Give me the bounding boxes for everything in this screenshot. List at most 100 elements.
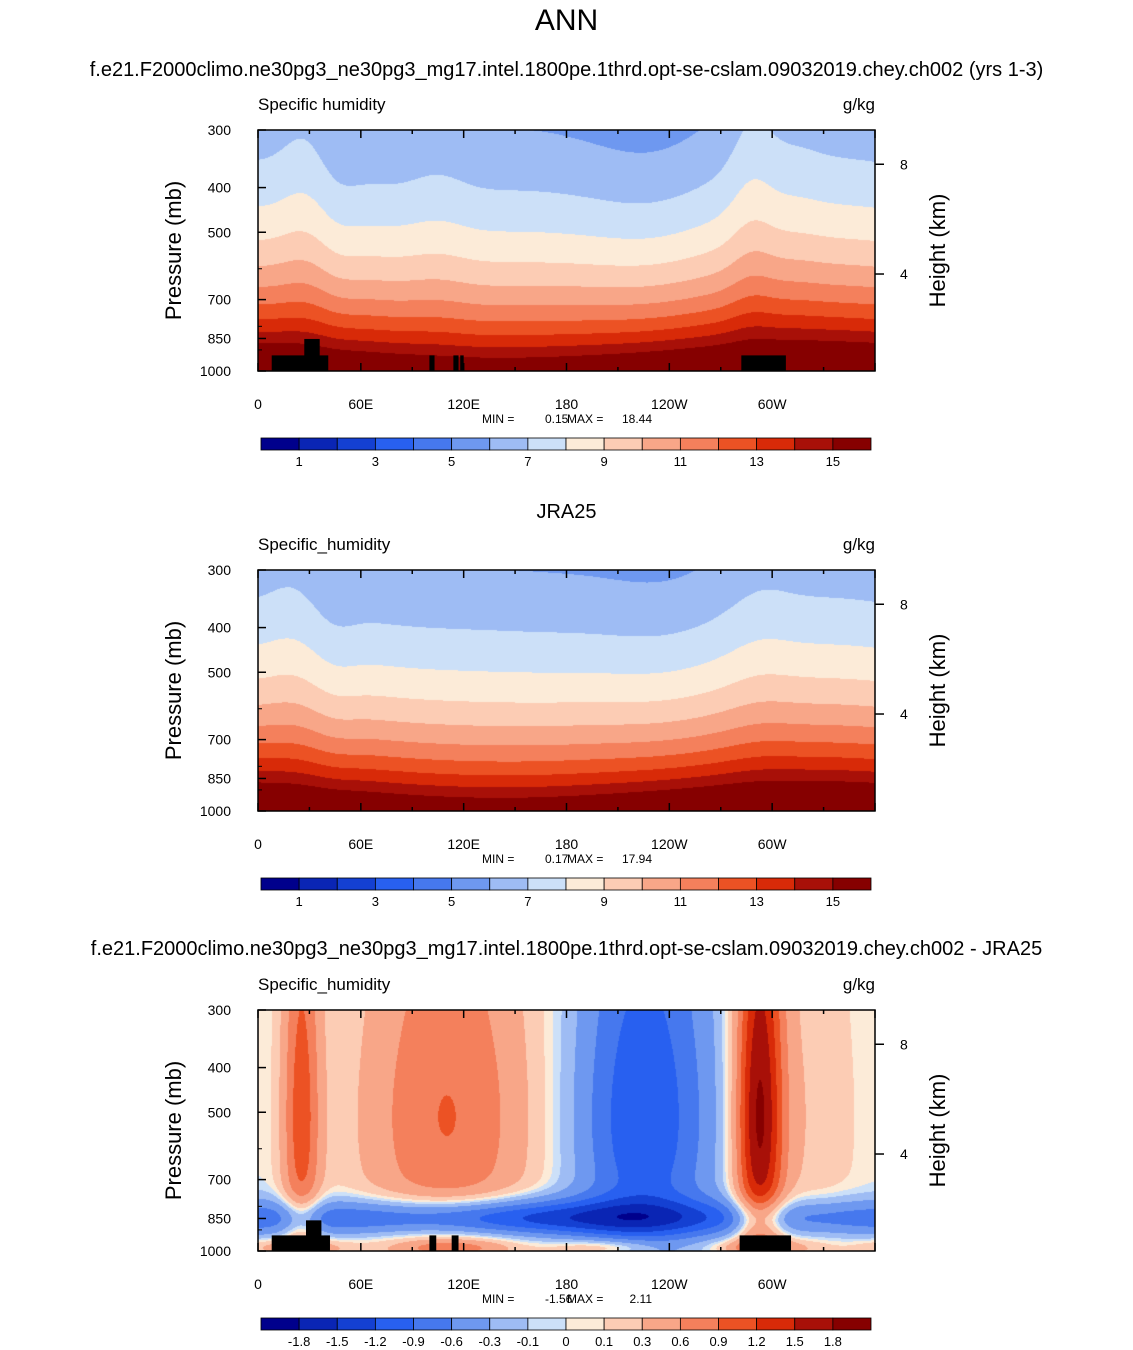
colorbar-swatch	[641, 1317, 681, 1331]
colorbar: -1.8 -1.5 -1.2 -0.9 -0.6 -0.3 -0.1 0 0.1 0.3 0.6 0.…	[260, 1317, 872, 1349]
max-value: 18.44	[622, 412, 652, 426]
colorbar-swatch	[794, 877, 834, 891]
y-axis-title: Pressure (mb)	[161, 181, 186, 320]
panel-title: f.e21.F2000climo.ne30pg3_ne30pg3_mg17.in…	[90, 59, 1044, 81]
colorbar-tick-label: 7	[524, 454, 531, 469]
colorbar-swatch	[260, 437, 300, 451]
y-tick-label: 1000	[200, 363, 231, 379]
colorbar-tick-label: 11	[674, 894, 688, 909]
topography-mask	[739, 1235, 792, 1251]
y-tick-label: 400	[208, 1060, 232, 1076]
topography-mask	[271, 355, 329, 371]
colorbar-tick-label: 11	[674, 454, 688, 469]
colorbar-swatch	[565, 437, 605, 451]
colorbar-swatch	[489, 437, 529, 451]
colorbar-tick-label: 1.8	[824, 1334, 842, 1349]
colorbar-swatch	[413, 1317, 453, 1331]
colorbar-swatch	[374, 877, 414, 891]
colorbar-swatch	[489, 1317, 529, 1331]
x-tick-label: 60E	[348, 396, 373, 412]
y-tick-label: 300	[208, 1002, 232, 1018]
right-axis-title: Height (km)	[925, 194, 950, 308]
y-tick-label: 300	[208, 562, 232, 578]
topography-mask	[305, 1220, 322, 1251]
variable-label: Specific humidity	[258, 95, 386, 114]
x-tick-label: 180	[555, 1276, 579, 1292]
y-tick-label: 700	[208, 1172, 232, 1188]
colorbar-tick-label: 1.2	[748, 1334, 766, 1349]
colorbar-tick-label: 3	[372, 454, 379, 469]
colorbar-swatch	[489, 877, 529, 891]
panel-1: f.e21.F2000climo.ne30pg3_ne30pg3_mg17.in…	[90, 59, 1044, 469]
min-label: MIN =	[482, 412, 514, 426]
colorbar-swatch	[374, 1317, 414, 1331]
x-tick-label: 0	[254, 1276, 262, 1292]
variable-label: Specific_humidity	[258, 975, 391, 994]
colorbar-swatch	[260, 877, 300, 891]
x-tick-label: 60W	[758, 396, 788, 412]
colorbar-swatch	[756, 877, 796, 891]
max-label: MAX =	[567, 852, 603, 866]
colorbar-swatch	[298, 877, 338, 891]
colorbar-tick-label: 0.6	[671, 1334, 689, 1349]
colorbar-tick-label: 13	[749, 894, 763, 909]
colorbar-swatch	[641, 877, 681, 891]
colorbar-tick-label: -1.5	[326, 1334, 348, 1349]
min-label: MIN =	[482, 1292, 514, 1306]
colorbar-swatch	[718, 437, 758, 451]
colorbar-tick-label: 5	[448, 454, 455, 469]
colorbar-swatch	[260, 1317, 300, 1331]
x-tick-label: 0	[254, 396, 262, 412]
y-tick-label: 500	[208, 1104, 232, 1120]
max-value: 2.11	[630, 1292, 653, 1306]
colorbar-swatch	[718, 877, 758, 891]
topography-mask	[429, 355, 435, 371]
x-tick-label: 60E	[348, 836, 373, 852]
colorbar-tick-label: 15	[826, 454, 840, 469]
colorbar-tick-label: 13	[749, 454, 763, 469]
variable-label: Specific_humidity	[258, 535, 391, 554]
colorbar-swatch	[832, 1317, 872, 1331]
x-tick-label: 120W	[651, 1276, 688, 1292]
colorbar-swatch	[298, 437, 338, 451]
min-label: MIN =	[482, 852, 514, 866]
colorbar-swatch	[413, 877, 453, 891]
min-value: 0.17	[545, 852, 569, 866]
colorbar-swatch	[565, 1317, 605, 1331]
x-tick-label: 120W	[651, 396, 688, 412]
x-tick-label: 60E	[348, 1276, 373, 1292]
colorbar-swatch	[794, 437, 834, 451]
colorbar-swatch	[679, 877, 719, 891]
colorbar-swatch	[374, 437, 414, 451]
max-value: 17.94	[622, 852, 652, 866]
y-tick-label: 500	[208, 664, 232, 680]
right-axis-title: Height (km)	[925, 634, 950, 748]
colorbar-tick-label: 15	[826, 894, 840, 909]
y-tick-label: 400	[208, 180, 232, 196]
y-tick-label: 700	[208, 292, 232, 308]
topography-mask	[741, 355, 786, 371]
colorbar-tick-label: 0.3	[633, 1334, 651, 1349]
x-tick-label: 120W	[651, 836, 688, 852]
y-tick-label: 850	[208, 770, 232, 786]
x-tick-label: 60W	[758, 1276, 788, 1292]
units-label: g/kg	[843, 535, 875, 554]
colorbar-tick-label: 3	[372, 894, 379, 909]
min-value: -1.56	[545, 1292, 573, 1306]
x-tick-label: 120E	[447, 396, 480, 412]
max-label: MAX =	[567, 1292, 603, 1306]
heatmap-field	[258, 1010, 875, 1251]
y-tick-label: 500	[208, 224, 232, 240]
height-tick-label: 8	[900, 1036, 908, 1052]
colorbar-swatch	[451, 877, 491, 891]
colorbar-swatch	[603, 877, 643, 891]
colorbar-swatch	[451, 1317, 491, 1331]
colorbar-tick-label: 1	[296, 454, 303, 469]
topography-mask	[451, 1235, 459, 1251]
colorbar-swatch	[832, 437, 872, 451]
x-tick-label: 180	[555, 396, 579, 412]
colorbar-swatch	[336, 437, 376, 451]
y-tick-label: 850	[208, 330, 232, 346]
